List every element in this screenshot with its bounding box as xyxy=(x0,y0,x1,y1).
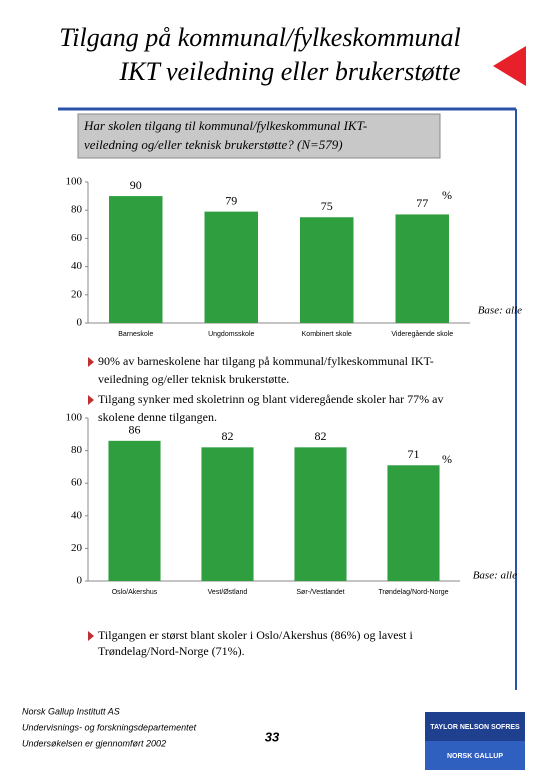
footer-line: Norsk Gallup Institutt AS xyxy=(22,706,120,716)
y-tick-label: 60 xyxy=(71,232,83,244)
bullet-text: skolene denne tilgangen. xyxy=(98,410,217,424)
bar xyxy=(300,217,354,323)
base-note: Base: alle xyxy=(473,570,517,582)
x-tick-label: Oslo/Akershus xyxy=(112,589,158,596)
bullet-marker xyxy=(88,357,94,367)
title-line: Tilgang på kommunal/fylkeskommunal xyxy=(59,23,461,52)
x-tick-label: Ungdomsskole xyxy=(208,331,254,338)
bullet-text: veiledning og/eller teknisk brukerstøtte… xyxy=(98,372,289,386)
value-label: 90 xyxy=(130,178,142,192)
bullet-text: Trøndelag/Nord-Norge (71%). xyxy=(98,644,245,658)
value-label: 77 xyxy=(416,196,428,210)
x-tick-label: Sør-/Vestlandet xyxy=(296,589,344,596)
y-tick-label: 40 xyxy=(71,509,83,521)
y-tick-label: 80 xyxy=(71,444,83,456)
x-tick-label: Kombinert skole xyxy=(302,331,352,338)
bar xyxy=(294,447,347,581)
value-label: 79 xyxy=(225,193,237,207)
unit-label: % xyxy=(442,452,452,466)
y-tick-label: 100 xyxy=(66,412,83,424)
footer-line: Undersøkelsen er gjennomført 2002 xyxy=(22,738,166,748)
logo-text: TAYLOR NELSON SOFRES xyxy=(430,724,520,731)
value-label: 82 xyxy=(222,429,234,443)
value-label: 71 xyxy=(408,447,420,461)
title-line: IKT veiledning eller brukerstøtte xyxy=(118,57,460,86)
question-line: veiledning og/eller teknisk brukerstøtte… xyxy=(84,137,343,152)
value-label: 82 xyxy=(315,429,327,443)
x-tick-label: Barneskole xyxy=(118,331,153,338)
x-tick-label: Videregående skole xyxy=(391,330,453,338)
y-tick-label: 40 xyxy=(71,260,83,272)
y-tick-label: 60 xyxy=(71,477,83,489)
bullet-marker xyxy=(88,631,94,641)
base-note: Base: alle xyxy=(478,305,522,317)
bullet-marker xyxy=(88,395,94,405)
y-tick-label: 80 xyxy=(71,204,83,216)
logo-text: NORSK GALLUP xyxy=(447,753,503,760)
x-tick-label: Vest/Østland xyxy=(208,589,248,596)
y-tick-label: 20 xyxy=(71,288,83,300)
page-number: 33 xyxy=(265,729,280,744)
bullet-text: 90% av barneskolene har tilgang på kommu… xyxy=(98,354,434,368)
bullet-text: Tilgangen er størst blant skoler i Oslo/… xyxy=(98,628,414,642)
unit-label: % xyxy=(442,188,452,202)
y-tick-label: 0 xyxy=(77,317,83,329)
bar xyxy=(204,211,258,323)
bar xyxy=(108,440,161,581)
footer-line: Undervisnings- og forskningsdepartemente… xyxy=(22,722,197,732)
bar xyxy=(201,447,254,581)
value-label: 75 xyxy=(321,199,333,213)
bullet-text: Tilgang synker med skoletrinn og blant v… xyxy=(98,392,443,406)
y-tick-label: 0 xyxy=(77,575,83,587)
bar xyxy=(395,214,449,323)
red-arrow xyxy=(493,46,526,86)
bar xyxy=(109,196,163,323)
bar xyxy=(387,465,440,581)
x-tick-label: Trøndelag/Nord-Norge xyxy=(378,589,448,596)
question-line: Har skolen tilgang til kommunal/fylkesko… xyxy=(83,118,367,133)
question-box xyxy=(77,113,441,159)
value-label: 86 xyxy=(129,423,141,437)
logo-lower xyxy=(425,741,525,770)
y-tick-label: 100 xyxy=(66,176,83,188)
y-tick-label: 20 xyxy=(71,542,83,554)
